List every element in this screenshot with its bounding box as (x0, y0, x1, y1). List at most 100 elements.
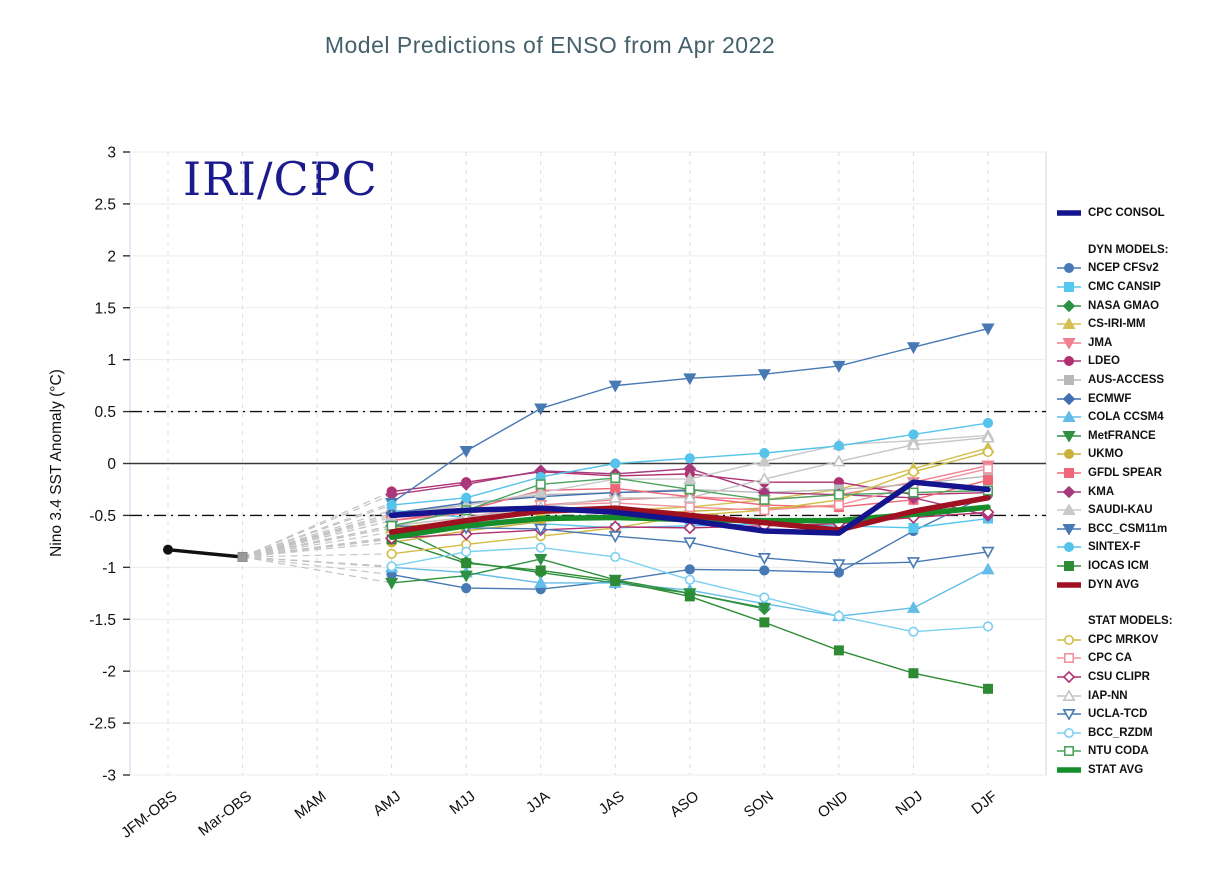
circle-marker (833, 440, 845, 451)
triangle-up-marker (832, 454, 846, 467)
y-tick-label: 0 (107, 456, 116, 473)
square-marker (535, 565, 546, 576)
legend-item-label: UKMO (1088, 448, 1124, 461)
legend-item-label: COLA CCSM4 (1088, 411, 1164, 424)
series-sintex-f (386, 417, 994, 511)
triangle-up-icon (1062, 689, 1076, 701)
legend-item-label: BCC_CSM11m (1088, 522, 1168, 535)
y-tick-label: -0.5 (89, 508, 116, 525)
line-marker-swatch (1057, 542, 1081, 553)
circle-marker (386, 499, 397, 511)
legend-item-label: NTU CODA (1088, 745, 1149, 758)
square-icon (1064, 282, 1074, 293)
legend-item-label: JMA (1088, 336, 1113, 349)
square-marker (610, 575, 621, 586)
circle-marker (759, 448, 770, 459)
legend-item-label: SAUDI-KAU (1088, 504, 1153, 517)
diamond-icon (1062, 670, 1076, 683)
legend-item-cpc-mrkov: CPC MRKOV (1056, 630, 1204, 649)
y-tick-label: -3 (102, 768, 116, 785)
circle-icon (1064, 449, 1074, 460)
y-tick-label: -2 (102, 664, 116, 681)
legend-item-label: AUS-ACCESS (1088, 374, 1165, 387)
line-marker-swatch (1057, 392, 1081, 405)
legend-item-label: CMC CANSIP (1088, 281, 1161, 294)
square-marker (982, 683, 993, 694)
legend-item-label: CPC MRKOV (1088, 633, 1159, 646)
fan-line (242, 512, 392, 558)
triangle-down-marker (832, 559, 846, 572)
line-marker-swatch (1057, 504, 1081, 516)
square-marker (759, 494, 770, 505)
legend-item-label: UCLA-TCD (1088, 708, 1148, 721)
line-marker-swatch (1057, 634, 1081, 645)
legend-item-label: IAP-NN (1088, 689, 1128, 702)
line-marker-swatch (1057, 560, 1081, 571)
legend-item-ucla-tcd: UCLA-TCD (1056, 705, 1204, 724)
square-marker (982, 463, 993, 474)
triangle-down-marker (981, 323, 995, 336)
legend-item-ukmo: UKMO (1056, 445, 1204, 464)
legend-item-nasa-gmao: NASA GMAO (1056, 296, 1204, 315)
y-tick-label: -1.5 (89, 612, 116, 629)
legend-item-label: LDEO (1088, 355, 1120, 368)
line-marker-swatch (1057, 282, 1081, 293)
triangle-up-marker (981, 562, 995, 575)
legend-item-dyn-avg: DYN AVG (1056, 575, 1204, 594)
legend-item-metfrance: MetFRANCE (1056, 427, 1204, 446)
circle-icon (1064, 634, 1074, 645)
triangle-down-marker (534, 523, 548, 536)
square-marker (610, 473, 621, 484)
legend-item-aus-access: AUS-ACCESS (1056, 371, 1204, 390)
circle-icon (1064, 727, 1074, 738)
circle-marker (982, 417, 994, 429)
triangle-up-marker (608, 490, 622, 503)
line-marker-swatch (1057, 709, 1081, 721)
line-marker-swatch (1057, 318, 1081, 330)
line-marker-swatch (1057, 375, 1081, 386)
legend-item-cmc-cansip: CMC CANSIP (1056, 278, 1204, 297)
x-tick-label: Mar-OBS (195, 788, 255, 840)
triangle-up-icon (1062, 504, 1076, 516)
line-marker-swatch (1057, 653, 1081, 664)
legend-item-label: GFDL SPEAR (1088, 467, 1162, 480)
line-marker-swatch (1057, 299, 1081, 312)
diamond-marker (459, 477, 473, 491)
triangle-up-marker (906, 437, 921, 450)
y-tick-label: 2 (107, 248, 116, 265)
triangle-up-marker (757, 472, 771, 485)
legend-spacer (1056, 594, 1204, 612)
x-tick-label: AMJ (370, 788, 404, 820)
circle-marker (610, 458, 621, 469)
circle-marker (386, 561, 397, 572)
obs-line (166, 547, 245, 559)
triangle-down-icon (1062, 709, 1076, 721)
legend-item-stat-avg: STAT AVG (1056, 761, 1204, 780)
triangle-up-marker (534, 576, 548, 588)
square-marker (908, 522, 919, 533)
y-tick-label: 0.5 (94, 404, 116, 421)
diamond-icon (1062, 392, 1076, 405)
circle-marker (759, 592, 770, 603)
triangle-down-marker (534, 554, 548, 566)
triangle-down-marker (906, 557, 921, 569)
series-line (390, 558, 766, 609)
legend-item-label: NASA GMAO (1088, 299, 1160, 312)
legend-item-csu-clipr: CSU CLIPR (1056, 668, 1204, 687)
legend-item-sintex-f: SINTEX-F (1056, 538, 1204, 557)
line-marker-swatch (1057, 523, 1081, 535)
circle-marker (982, 446, 994, 458)
fan-line (242, 556, 392, 576)
fan-line (242, 531, 392, 558)
obs-point (163, 544, 173, 555)
x-tick-label: JFM-OBS (118, 788, 180, 842)
legend-item-label: CPC CA (1088, 652, 1133, 665)
circle-marker (684, 574, 695, 585)
y-tick-label: 2.5 (94, 196, 116, 213)
x-tick-label: JAS (596, 788, 628, 818)
series-cpc-consol (388, 479, 991, 536)
square-marker (386, 520, 397, 531)
legend-item-iap-nn: IAP-NN (1056, 686, 1204, 705)
legend-item-label: KMA (1088, 485, 1115, 498)
square-marker (833, 489, 844, 500)
